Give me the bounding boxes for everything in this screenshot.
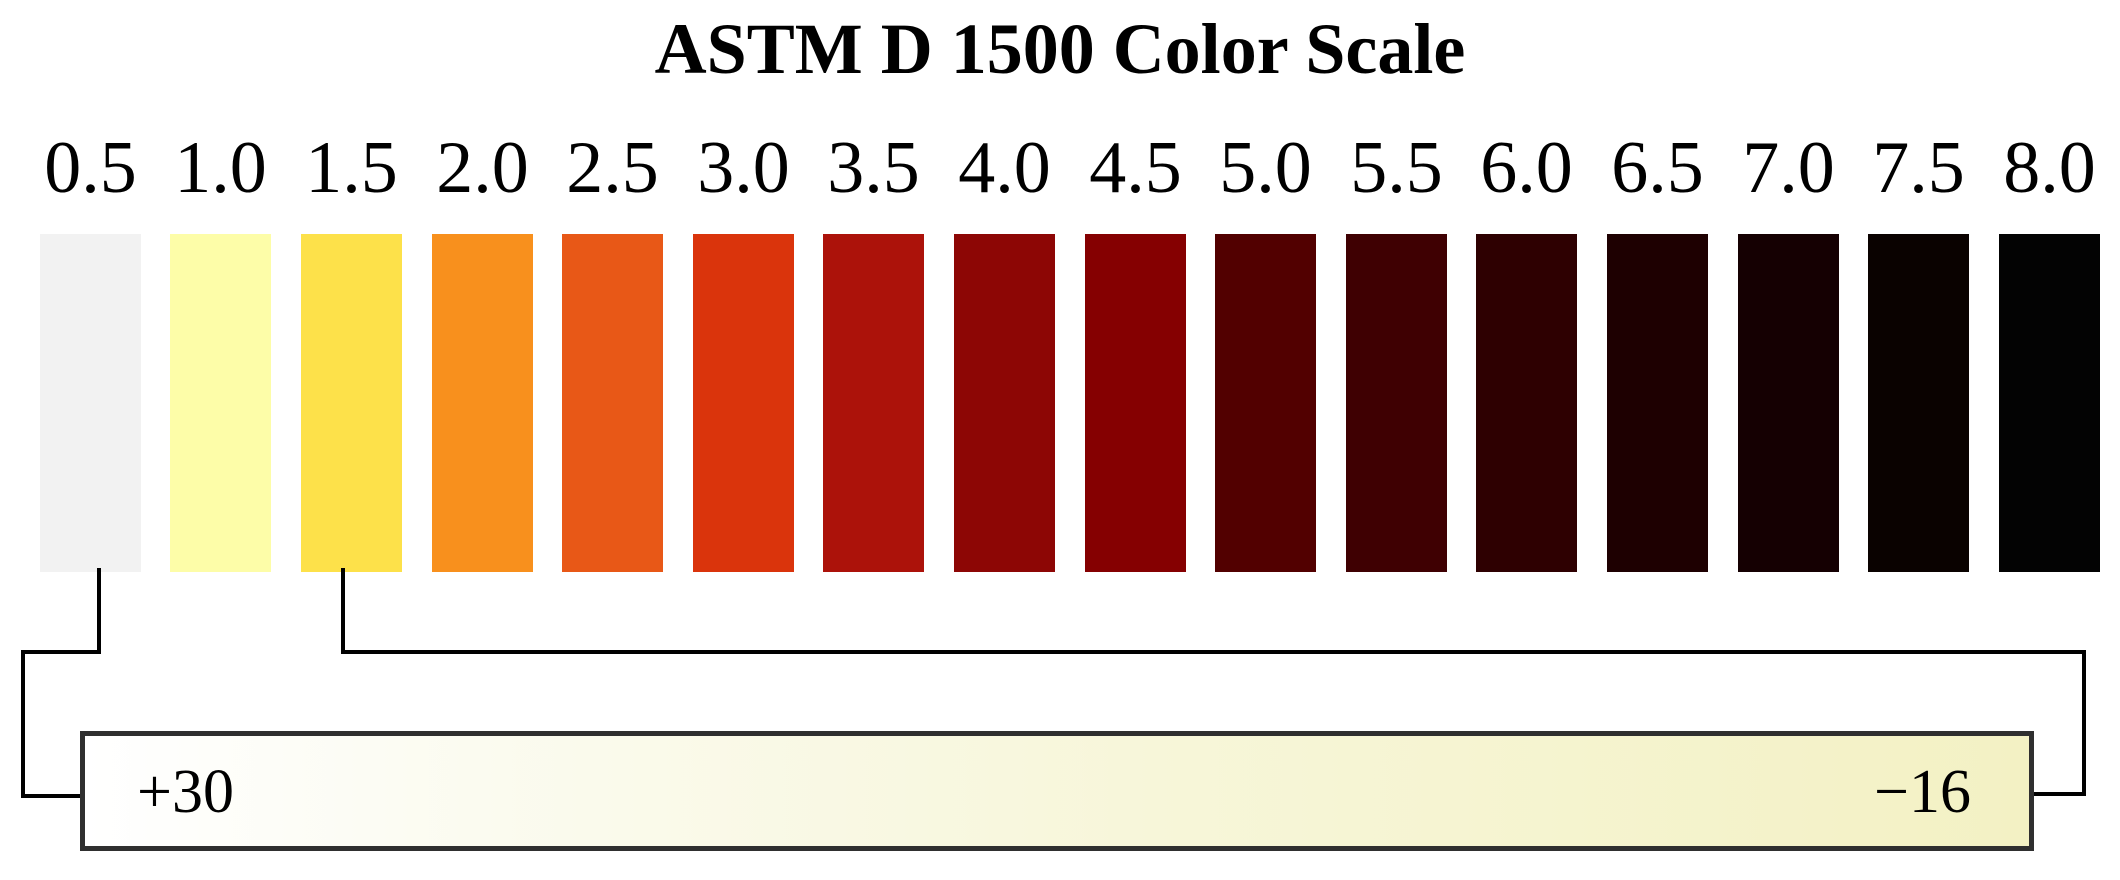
color-swatch [1868,234,1969,572]
color-swatch [432,234,533,572]
swatch-column-1-0: 1.0 [170,0,271,580]
swatch-label: 1.0 [174,127,267,209]
saybolt-end-label: −16 [1874,758,1971,826]
color-swatch [170,234,271,572]
swatch-label: 0.5 [44,127,137,209]
color-swatch [1999,234,2100,572]
swatch-label: 8.0 [2003,127,2096,209]
swatch-column-4-5: 4.5 [1085,0,1186,580]
swatch-label: 7.5 [1872,127,1965,209]
swatch-label: 6.0 [1480,127,1573,209]
swatch-column-6-5: 6.5 [1607,0,1708,580]
color-swatch [1215,234,1316,572]
swatch-column-0-5: 0.5 [40,0,141,580]
swatch-column-8-0: 8.0 [1999,0,2100,580]
swatch-column-5-5: 5.5 [1346,0,1447,580]
swatch-label: 1.5 [305,127,398,209]
color-swatch [954,234,1055,572]
color-swatch [1085,234,1186,572]
swatch-label: 3.5 [827,127,920,209]
right-bracket-line [341,568,2086,796]
swatch-label: 4.5 [1089,127,1182,209]
swatch-column-3-5: 3.5 [823,0,924,580]
swatch-label: 6.5 [1611,127,1704,209]
swatch-label: 2.0 [436,127,529,209]
color-scale-row: 0.5 1.0 1.5 2.0 2.5 3.0 3.5 4.0 4.5 5.0 … [40,0,2100,580]
swatch-column-7-5: 7.5 [1868,0,1969,580]
swatch-column-6-0: 6.0 [1476,0,1577,580]
swatch-column-2-0: 2.0 [432,0,533,580]
color-swatch [1346,234,1447,572]
color-swatch [562,234,663,572]
color-swatch [301,234,402,572]
saybolt-gradient-bar: +30 −16 [80,731,2034,851]
swatch-label: 5.0 [1219,127,1312,209]
swatch-column-2-5: 2.5 [562,0,663,580]
swatch-column-7-0: 7.0 [1738,0,1839,580]
chart-title: ASTM D 1500 Color Scale [654,9,1466,89]
swatch-column-4-0: 4.0 [954,0,1055,580]
saybolt-start-label: +30 [137,758,234,826]
swatch-column-3-0: 3.0 [693,0,794,580]
color-swatch [823,234,924,572]
swatch-label: 4.0 [958,127,1051,209]
swatch-label: 2.5 [566,127,659,209]
left-bracket-line [21,568,101,798]
swatch-column-1-5: 1.5 [301,0,402,580]
color-swatch [1476,234,1577,572]
swatch-label: 3.0 [697,127,790,209]
color-swatch [693,234,794,572]
swatch-label: 5.5 [1350,127,1443,209]
color-swatch [40,234,141,572]
color-swatch [1738,234,1839,572]
swatch-label: 7.0 [1742,127,1835,209]
color-swatch [1607,234,1708,572]
swatch-column-5-0: 5.0 [1215,0,1316,580]
